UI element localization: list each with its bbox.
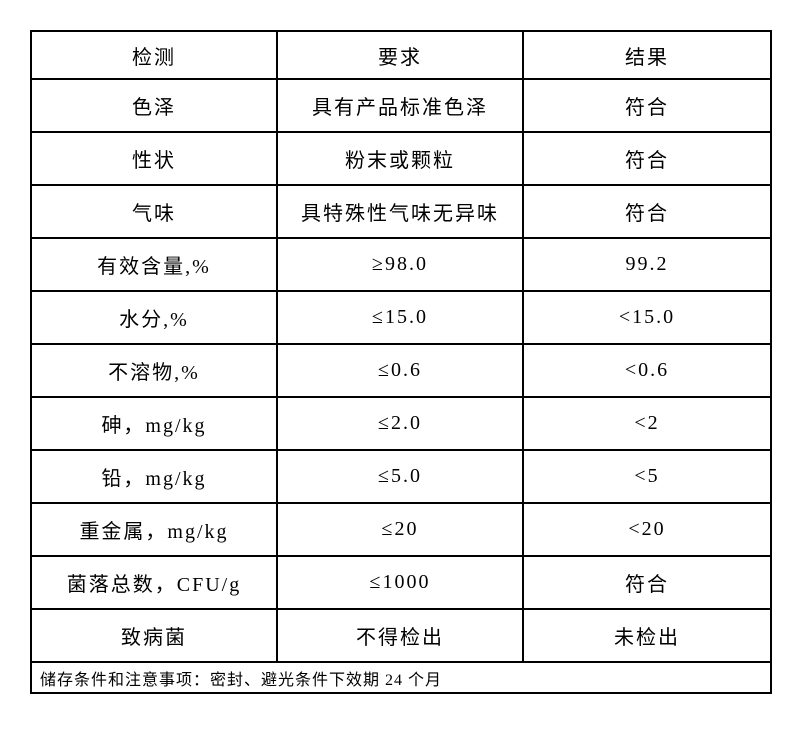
table-row-odor: 气味 具特殊性气味无异味 符合 bbox=[30, 184, 772, 239]
cell-test: 不溶物,% bbox=[30, 343, 278, 398]
cell-test: 色泽 bbox=[30, 78, 278, 133]
cell-requirement: ≤1000 bbox=[276, 555, 524, 610]
table-row-total-plate-count: 菌落总数，CFU/g ≤1000 符合 bbox=[30, 555, 772, 610]
table-row-heavy-metals: 重金属，mg/kg ≤20 <20 bbox=[30, 502, 772, 557]
cell-requirement: 具特殊性气味无异味 bbox=[276, 184, 524, 239]
cell-test: 有效含量,% bbox=[30, 237, 278, 292]
cell-requirement: ≤20 bbox=[276, 502, 524, 557]
header-cell-test: 检测 bbox=[30, 30, 278, 80]
cell-result: 99.2 bbox=[522, 237, 772, 292]
cell-result: 符合 bbox=[522, 555, 772, 610]
table-row-arsenic: 砷，mg/kg ≤2.0 <2 bbox=[30, 396, 772, 451]
cell-test: 水分,% bbox=[30, 290, 278, 345]
cell-requirement: ≥98.0 bbox=[276, 237, 524, 292]
cell-test: 砷，mg/kg bbox=[30, 396, 278, 451]
header-cell-requirement: 要求 bbox=[276, 30, 524, 80]
table-row-color: 色泽 具有产品标准色泽 符合 bbox=[30, 78, 772, 133]
cell-result: <5 bbox=[522, 449, 772, 504]
table-row-active-content: 有效含量,% ≥98.0 99.2 bbox=[30, 237, 772, 292]
cell-result: 未检出 bbox=[522, 608, 772, 663]
table-row-insoluble: 不溶物,% ≤0.6 <0.6 bbox=[30, 343, 772, 398]
cell-test: 性状 bbox=[30, 131, 278, 186]
storage-conditions-note: 储存条件和注意事项：密封、避光条件下效期 24 个月 bbox=[30, 661, 772, 694]
cell-result: <0.6 bbox=[522, 343, 772, 398]
table-row-pathogens: 致病菌 不得检出 未检出 bbox=[30, 608, 772, 663]
cell-requirement: ≤15.0 bbox=[276, 290, 524, 345]
cell-result: <15.0 bbox=[522, 290, 772, 345]
cell-result: 符合 bbox=[522, 131, 772, 186]
cell-test: 气味 bbox=[30, 184, 278, 239]
cell-requirement: ≤0.6 bbox=[276, 343, 524, 398]
cell-test: 重金属，mg/kg bbox=[30, 502, 278, 557]
cell-result: 符合 bbox=[522, 184, 772, 239]
table-row-lead: 铅，mg/kg ≤5.0 <5 bbox=[30, 449, 772, 504]
table-footer-row: 储存条件和注意事项：密封、避光条件下效期 24 个月 bbox=[30, 661, 772, 694]
cell-result: <2 bbox=[522, 396, 772, 451]
cell-requirement: 粉末或颗粒 bbox=[276, 131, 524, 186]
cell-result: 符合 bbox=[522, 78, 772, 133]
cell-requirement: ≤2.0 bbox=[276, 396, 524, 451]
cell-requirement: 具有产品标准色泽 bbox=[276, 78, 524, 133]
cell-requirement: ≤5.0 bbox=[276, 449, 524, 504]
cell-test: 菌落总数，CFU/g bbox=[30, 555, 278, 610]
inspection-spec-table: 检测 要求 结果 色泽 具有产品标准色泽 符合 性状 粉末或颗粒 符合 气味 具… bbox=[30, 30, 772, 694]
cell-test: 铅，mg/kg bbox=[30, 449, 278, 504]
table-row-appearance: 性状 粉末或颗粒 符合 bbox=[30, 131, 772, 186]
cell-test: 致病菌 bbox=[30, 608, 278, 663]
table-header-row: 检测 要求 结果 bbox=[30, 30, 772, 80]
table-row-moisture: 水分,% ≤15.0 <15.0 bbox=[30, 290, 772, 345]
cell-requirement: 不得检出 bbox=[276, 608, 524, 663]
header-cell-result: 结果 bbox=[522, 30, 772, 80]
cell-result: <20 bbox=[522, 502, 772, 557]
